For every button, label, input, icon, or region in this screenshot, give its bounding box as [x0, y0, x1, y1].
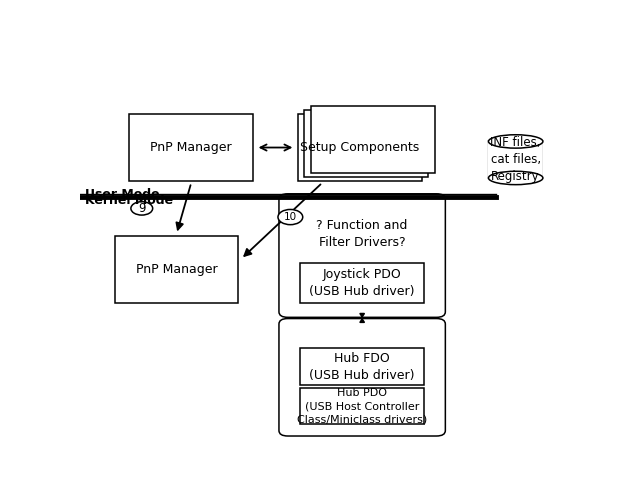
Circle shape [278, 209, 303, 225]
Bar [129, 114, 253, 181]
Text: Setup Components: Setup Components [300, 141, 419, 154]
Text: Joystick PDO
(USB Hub driver): Joystick PDO (USB Hub driver) [309, 268, 415, 298]
Text: INF files,
cat files,
Registry: INF files, cat files, Registry [490, 136, 541, 183]
Bar [311, 106, 435, 173]
Ellipse shape [488, 135, 543, 148]
Bar [300, 348, 424, 385]
Text: Hub FDO
(USB Hub driver): Hub FDO (USB Hub driver) [309, 352, 415, 382]
Text: Hub PDO
(USB Host Controller
Class/Miniclass drivers): Hub PDO (USB Host Controller Class/Minic… [297, 388, 427, 424]
Text: PnP Manager: PnP Manager [135, 263, 217, 276]
Bar [488, 141, 543, 178]
Bar [298, 114, 422, 181]
Bar [300, 263, 424, 303]
FancyBboxPatch shape [279, 319, 445, 436]
Bar [114, 236, 238, 303]
Text: 9: 9 [138, 202, 146, 215]
Circle shape [131, 202, 153, 215]
Text: PnP Manager: PnP Manager [151, 141, 232, 154]
Text: Kernel Mode: Kernel Mode [85, 194, 173, 207]
FancyBboxPatch shape [279, 194, 445, 317]
Text: 10: 10 [284, 212, 297, 222]
Bar [300, 388, 424, 424]
Text: ? Function and
Filter Drivers?: ? Function and Filter Drivers? [316, 219, 408, 249]
Text: User Mode: User Mode [85, 188, 160, 201]
Ellipse shape [488, 171, 543, 185]
Bar [304, 110, 428, 177]
